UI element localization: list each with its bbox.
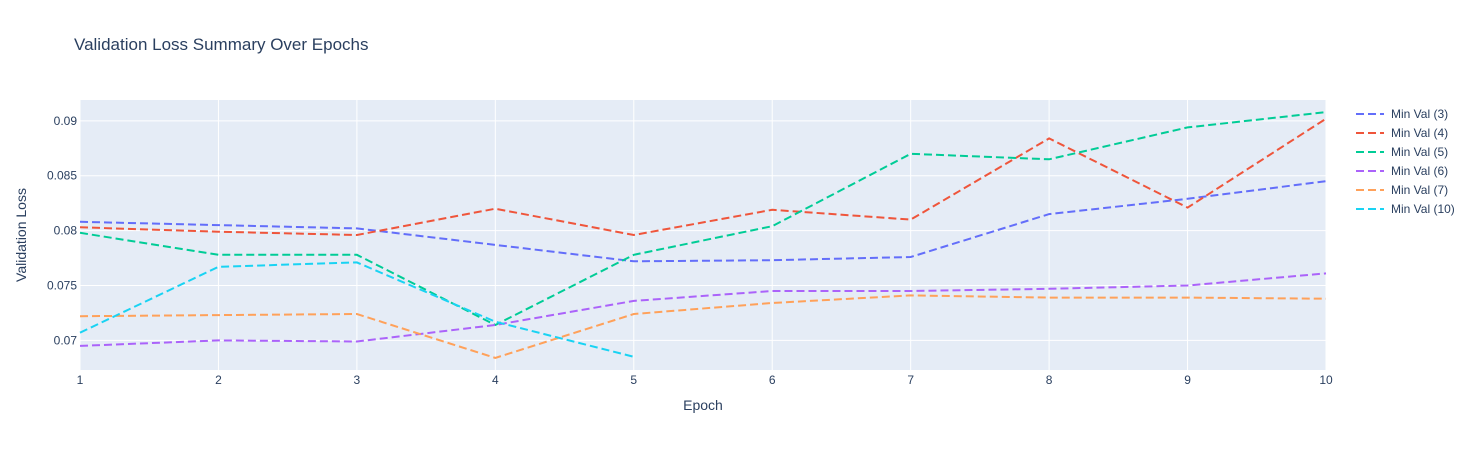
x-tick-label: 9 bbox=[1184, 373, 1191, 387]
legend-item[interactable]: Min Val (3) bbox=[1356, 107, 1448, 121]
x-tick-label: 6 bbox=[769, 373, 776, 387]
plot-area bbox=[80, 100, 1326, 370]
series-lines bbox=[79, 111, 1327, 359]
legend-item[interactable]: Min Val (6) bbox=[1356, 164, 1448, 178]
x-tick-label: 3 bbox=[354, 373, 361, 387]
x-tick-label: 4 bbox=[492, 373, 499, 387]
legend-label: Min Val (7) bbox=[1391, 183, 1448, 197]
x-tick-label: 2 bbox=[215, 373, 222, 387]
y-tick-label: 0.09 bbox=[54, 114, 78, 128]
legend-label: Min Val (5) bbox=[1391, 145, 1448, 159]
y-tick-label: 0.07 bbox=[54, 333, 78, 347]
series-line bbox=[79, 294, 1327, 359]
series-line bbox=[79, 117, 1327, 237]
series-line bbox=[79, 111, 1327, 327]
series-line bbox=[79, 272, 1327, 347]
legend-label: Min Val (10) bbox=[1391, 202, 1455, 216]
legend-item[interactable]: Min Val (5) bbox=[1356, 145, 1448, 159]
series-line bbox=[79, 180, 1327, 263]
x-tick-label: 7 bbox=[907, 373, 914, 387]
legend-label: Min Val (4) bbox=[1391, 126, 1448, 140]
legend-label: Min Val (3) bbox=[1391, 107, 1448, 121]
y-tick-label: 0.075 bbox=[47, 278, 77, 292]
x-tick-label: 5 bbox=[630, 373, 637, 387]
y-tick-label: 0.08 bbox=[54, 224, 78, 238]
x-axis-ticks: 1 2 3 4 5 6 7 8 9 10 bbox=[77, 373, 1333, 387]
legend[interactable]: Min Val (3) Min Val (4) Min Val (5) Min Val… bbox=[1356, 107, 1455, 216]
x-tick-label: 1 bbox=[77, 373, 84, 387]
x-tick-label: 10 bbox=[1319, 373, 1333, 387]
x-tick-label: 8 bbox=[1046, 373, 1053, 387]
y-axis-ticks: 0.07 0.075 0.08 0.085 0.09 bbox=[47, 114, 77, 348]
legend-label: Min Val (6) bbox=[1391, 164, 1448, 178]
y-axis-title: Validation Loss bbox=[13, 188, 29, 282]
legend-item[interactable]: Min Val (10) bbox=[1356, 202, 1455, 216]
chart-title: Validation Loss Summary Over Epochs bbox=[74, 35, 368, 54]
legend-item[interactable]: Min Val (7) bbox=[1356, 183, 1448, 197]
y-tick-label: 0.085 bbox=[47, 169, 77, 183]
series-line bbox=[79, 261, 635, 358]
x-axis-title: Epoch bbox=[683, 397, 723, 413]
legend-item[interactable]: Min Val (4) bbox=[1356, 126, 1448, 140]
